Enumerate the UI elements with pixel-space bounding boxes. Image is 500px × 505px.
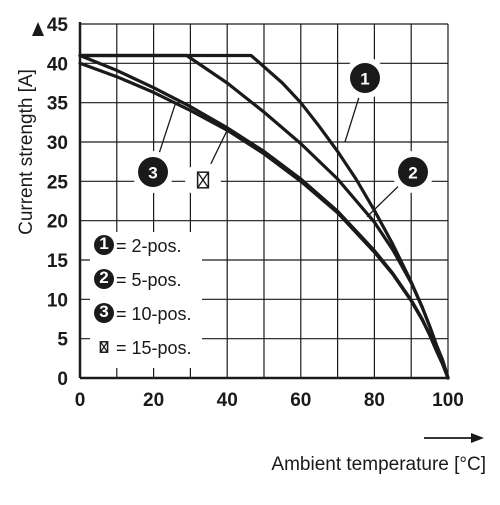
number-badge-text: 3 <box>148 163 157 182</box>
y-tick-label: 35 <box>47 94 69 115</box>
number-badge-icon <box>350 63 380 93</box>
x-axis-title: Ambient temperature [°C] <box>271 454 486 475</box>
number-badge-text: 1 <box>360 69 369 88</box>
callout-marker-4 <box>185 162 221 198</box>
number-badge-text: 3 <box>99 302 108 321</box>
number-badge-text: 2 <box>408 163 417 182</box>
y-tick-label: 10 <box>47 290 68 311</box>
number-badge-icon <box>94 303 114 323</box>
number-badge-text: 2 <box>99 268 108 287</box>
y-tick-label: 5 <box>57 330 68 351</box>
series-line-4 <box>78 53 450 380</box>
x-box-diagonal <box>197 171 209 189</box>
legend-marker-2: 2 <box>94 268 114 289</box>
callout-marker-1: 1 <box>344 57 386 99</box>
number-badge-icon <box>94 235 114 255</box>
series-line-2 <box>78 53 450 380</box>
y-axis-title: Current strength [A] <box>16 69 37 235</box>
legend-label-1: = 2-pos. <box>116 236 182 256</box>
legend-marker-1: 1 <box>94 234 114 255</box>
y-tick-label: 45 <box>47 15 69 36</box>
y-tick-label: 40 <box>47 54 68 75</box>
legend-box <box>90 232 202 368</box>
x-tick-label: 60 <box>290 390 311 411</box>
legend: = 2-pos. = 5-pos. = 10-pos. = 15-pos. <box>90 232 202 368</box>
legend-marker-3: 3 <box>94 302 114 323</box>
callout-marker-2: 2 <box>392 151 434 193</box>
number-badge-text: 1 <box>99 234 108 253</box>
y-tick-label: 15 <box>47 251 69 272</box>
y-tick-label: 25 <box>47 172 69 193</box>
x-tick-label: 20 <box>143 390 164 411</box>
callout-marker-3: 3 <box>132 151 174 193</box>
y-axis-arrow-head <box>32 22 44 36</box>
legend-marker-4 <box>99 341 109 353</box>
number-badge-icon <box>138 157 168 187</box>
x-box-diagonal <box>99 341 109 353</box>
number-badge-icon <box>398 157 428 187</box>
x-tick-label: 0 <box>75 390 86 411</box>
legend-label-3: = 10-pos. <box>116 304 192 324</box>
x-tick-label: 80 <box>364 390 385 411</box>
number-badge-icon <box>94 269 114 289</box>
legend-label-4: = 15-pos. <box>116 338 192 358</box>
legend-label-2: = 5-pos. <box>116 270 182 290</box>
x-tick-label: 100 <box>432 390 464 411</box>
x-axis-arrow-head <box>471 433 484 443</box>
y-tick-label: 0 <box>57 369 68 390</box>
x-tick-label: 40 <box>217 390 238 411</box>
y-tick-label: 20 <box>47 212 68 233</box>
y-tick-label: 30 <box>47 133 68 154</box>
